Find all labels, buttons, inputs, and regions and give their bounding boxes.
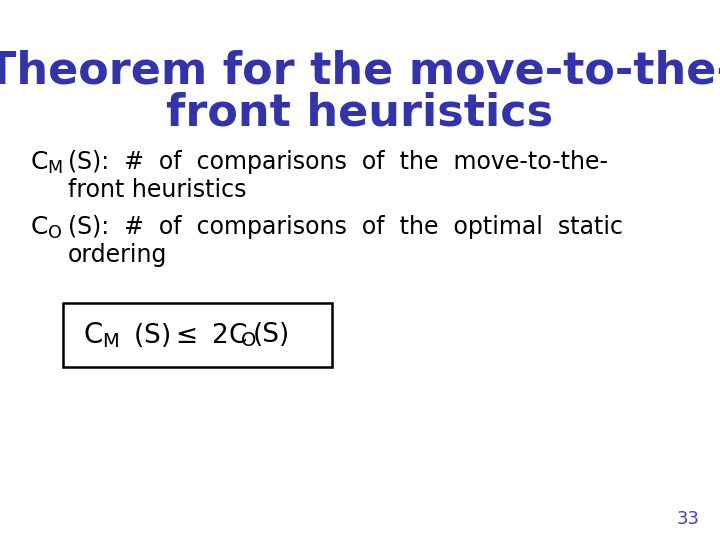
Text: $\mathsf{C_O}$: $\mathsf{C_O}$ (30, 215, 63, 241)
Text: front heuristics: front heuristics (68, 178, 246, 202)
Text: Theorem for the move-to-the-: Theorem for the move-to-the- (0, 50, 720, 93)
Text: $\mathsf{C_M}$: $\mathsf{C_M}$ (83, 320, 120, 350)
Text: (S):  #  of  comparisons  of  the  optimal  static: (S): # of comparisons of the optimal sta… (68, 215, 623, 239)
Text: $\mathsf{C_M}$: $\mathsf{C_M}$ (30, 150, 63, 176)
Text: (S)$\leq$ 2C: (S)$\leq$ 2C (125, 321, 247, 349)
Text: front heuristics: front heuristics (166, 91, 554, 134)
Text: $\mathsf{_O}$: $\mathsf{_O}$ (240, 321, 256, 349)
FancyBboxPatch shape (63, 303, 332, 367)
Text: (S): (S) (253, 322, 290, 348)
Text: ordering: ordering (68, 243, 167, 267)
Text: 33: 33 (677, 510, 700, 528)
Text: (S):  #  of  comparisons  of  the  move-to-the-: (S): # of comparisons of the move-to-the… (68, 150, 608, 174)
